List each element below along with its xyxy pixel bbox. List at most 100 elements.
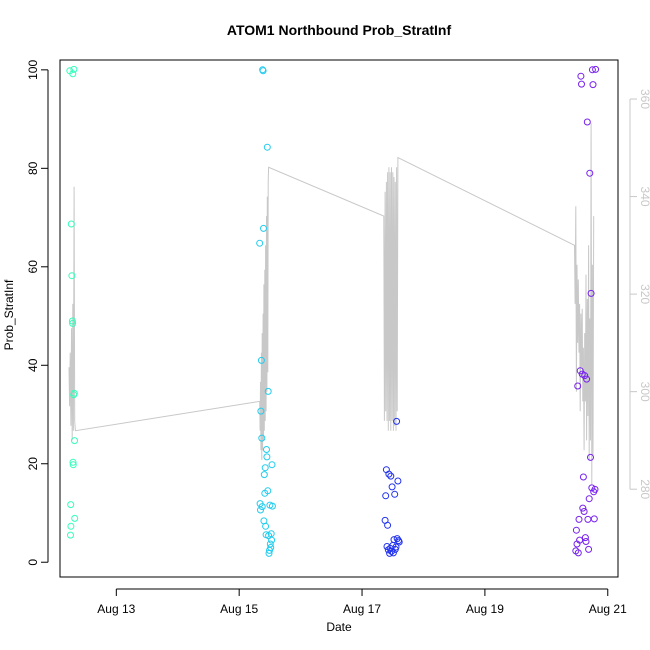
data-point-series-2 xyxy=(257,506,264,514)
data-point-series-1 xyxy=(71,437,78,445)
y-tick-label: 80 xyxy=(26,161,40,175)
data-point-series-3 xyxy=(388,483,396,491)
data-point-series-3 xyxy=(391,490,399,498)
data-point-series-4 xyxy=(587,289,595,297)
points-layer xyxy=(66,65,600,557)
data-point-series-1 xyxy=(70,389,78,397)
data-point-series-4 xyxy=(584,515,592,523)
data-point-series-2 xyxy=(268,502,276,510)
right-y-tick-label: 280 xyxy=(638,479,650,499)
data-point-series-4 xyxy=(581,372,589,380)
data-point-series-2 xyxy=(263,453,271,461)
data-point-series-3 xyxy=(386,549,394,557)
data-point-series-2 xyxy=(264,487,272,495)
y-tick-label: 100 xyxy=(26,60,40,80)
right-y-tick-label: 360 xyxy=(638,89,650,109)
y-tick-label: 0 xyxy=(26,559,40,566)
data-point-series-2 xyxy=(263,143,271,151)
data-point-series-4 xyxy=(588,66,596,74)
data-point-series-2 xyxy=(264,387,272,395)
data-point-series-3 xyxy=(392,543,400,551)
secondary-line-layer xyxy=(68,123,595,485)
x-tick-label: Aug 21 xyxy=(589,602,627,616)
data-point-series-1 xyxy=(68,272,76,280)
x-tick-label: Aug 19 xyxy=(466,602,504,616)
data-point-series-4 xyxy=(578,80,585,88)
data-point-series-3 xyxy=(385,470,393,478)
chart-title: ATOM1 Northbound Prob_StratInf xyxy=(227,22,452,38)
data-point-series-3 xyxy=(382,492,390,500)
data-point-series-2 xyxy=(268,536,276,544)
data-point-series-4 xyxy=(583,118,591,126)
data-point-series-2 xyxy=(257,407,265,415)
data-point-series-2 xyxy=(267,544,275,551)
y-tick-label: 40 xyxy=(26,358,40,372)
data-point-series-4 xyxy=(585,545,593,553)
data-point-series-4 xyxy=(579,473,587,481)
data-point-series-1 xyxy=(69,461,77,469)
data-point-series-1 xyxy=(71,514,79,522)
data-point-series-1 xyxy=(69,70,77,78)
x-axis-label: Date xyxy=(326,620,352,634)
data-point-series-3 xyxy=(389,549,397,557)
data-point-series-1 xyxy=(67,522,75,530)
data-point-series-4 xyxy=(588,484,596,492)
data-point-series-4 xyxy=(592,65,600,73)
axes: 0 20 40 60 80 100 Aug 13 Aug 15 Aug 17 Aug 19 Aug … xyxy=(26,60,650,616)
x-tick-label: Aug 17 xyxy=(343,602,381,616)
data-point-series-3 xyxy=(394,477,402,485)
data-point-series-2 xyxy=(257,356,265,364)
data-point-series-2 xyxy=(268,461,276,469)
data-point-series-4 xyxy=(583,375,591,383)
data-point-series-4 xyxy=(580,508,588,515)
data-point-series-1 xyxy=(67,531,74,539)
data-point-series-4 xyxy=(574,549,582,557)
data-point-series-3 xyxy=(393,535,401,543)
plot-frame xyxy=(59,59,619,578)
data-point-series-4 xyxy=(587,453,594,461)
data-point-series-4 xyxy=(586,169,594,177)
data-point-series-4 xyxy=(590,515,598,523)
data-point-series-3 xyxy=(395,538,403,546)
right-y-tick-label: 340 xyxy=(638,187,650,207)
data-point-series-3 xyxy=(387,472,395,480)
data-point-series-2 xyxy=(261,464,269,472)
data-point-series-3 xyxy=(384,521,392,529)
data-point-series-4 xyxy=(579,504,587,512)
data-point-series-2 xyxy=(262,522,270,530)
right-y-tick-label: 320 xyxy=(638,284,650,304)
data-point-series-1 xyxy=(69,458,77,466)
data-point-series-2 xyxy=(258,434,266,442)
data-point-series-2 xyxy=(258,503,266,511)
data-point-series-4 xyxy=(572,526,580,534)
data-point-series-2 xyxy=(266,540,274,548)
data-point-series-2 xyxy=(259,67,267,75)
data-point-series-4 xyxy=(575,515,583,523)
x-tick-label: Aug 13 xyxy=(97,602,135,616)
data-point-series-2 xyxy=(260,471,268,479)
data-point-series-2 xyxy=(263,446,270,453)
data-point-series-1 xyxy=(67,501,75,509)
data-point-series-3 xyxy=(384,546,392,554)
data-point-series-1 xyxy=(70,65,78,73)
secondary-series-line xyxy=(68,123,595,485)
x-tick-label: Aug 15 xyxy=(220,602,258,616)
y-tick-label: 60 xyxy=(26,260,40,274)
data-point-series-4 xyxy=(576,367,584,375)
data-point-series-2 xyxy=(260,224,267,232)
data-point-series-4 xyxy=(582,538,590,545)
data-point-series-1 xyxy=(67,220,75,228)
data-point-series-4 xyxy=(577,72,585,80)
right-y-tick-label: 300 xyxy=(638,382,650,402)
data-point-series-1 xyxy=(68,317,76,325)
data-point-series-4 xyxy=(589,81,597,89)
y-tick-label: 20 xyxy=(26,457,40,471)
y-axis-label: Prob_StratInf xyxy=(2,279,16,350)
data-point-series-4 xyxy=(591,485,599,493)
data-point-series-1 xyxy=(69,319,77,327)
data-point-series-4 xyxy=(576,536,584,544)
data-point-series-2 xyxy=(256,239,264,247)
data-point-series-3 xyxy=(393,417,401,425)
data-point-series-4 xyxy=(574,382,582,390)
